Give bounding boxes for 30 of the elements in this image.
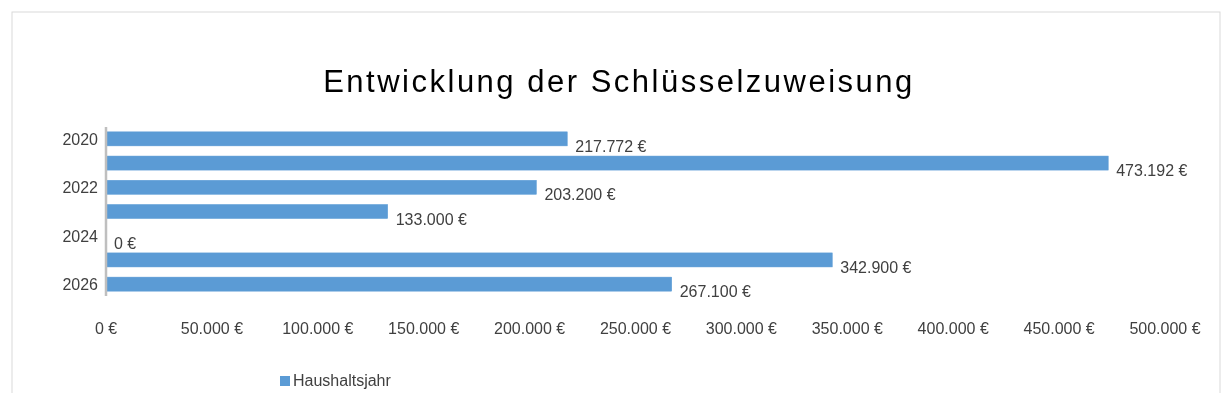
bar <box>105 155 1109 171</box>
y-tick-label: 2026 <box>62 276 99 294</box>
data-label: 0 € <box>114 234 137 252</box>
y-tick-label: 2024 <box>62 227 99 245</box>
data-label: 133.000 € <box>395 210 467 228</box>
x-tick-label: 200.000 € <box>494 320 566 337</box>
x-tick-label: 0 € <box>94 320 118 337</box>
bar <box>105 252 833 268</box>
legend-label: Haushaltsjahr <box>293 372 392 389</box>
x-tick-label: 300.000 € <box>705 320 778 337</box>
x-tick-label: 150.000 € <box>388 320 460 337</box>
y-tick-label: 2022 <box>62 179 99 197</box>
y-tick-label: 2020 <box>62 130 99 148</box>
chart-title: Entwicklung der Schlüsselzuweisung <box>323 64 915 99</box>
x-tick-label: 500.000 € <box>1129 320 1201 337</box>
x-tick-label: 100.000 € <box>282 320 354 337</box>
bar <box>105 131 568 147</box>
x-tick-label: 450.000 € <box>1023 320 1095 337</box>
data-label: 342.900 € <box>840 258 912 276</box>
x-tick-label: 400.000 € <box>917 320 989 337</box>
x-tick-label: 250.000 € <box>599 320 672 337</box>
bar <box>105 276 672 292</box>
bar <box>105 204 388 219</box>
data-label: 203.200 € <box>544 186 616 204</box>
x-tick-label: 350.000 € <box>811 320 883 337</box>
bar <box>105 180 537 195</box>
data-label: 473.192 € <box>1116 162 1188 180</box>
data-label: 267.100 € <box>679 283 751 301</box>
data-label: 217.772 € <box>575 137 647 155</box>
x-tick-label: 50.000 € <box>180 320 244 337</box>
